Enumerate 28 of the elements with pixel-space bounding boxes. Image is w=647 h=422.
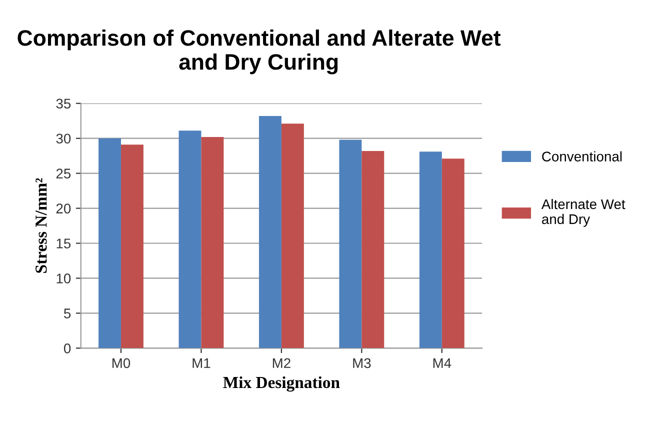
y-tick-label: 15 (56, 238, 71, 248)
bar (98, 138, 121, 348)
bar (362, 150, 384, 348)
bar (201, 136, 224, 348)
bar (178, 130, 202, 348)
chart-title: Comparison of Conventional and Alterate Wet and Dry Curing (18, 30, 501, 74)
x-tick-label: M0 (112, 358, 130, 368)
bar (442, 158, 464, 348)
x-tick-label: M4 (433, 358, 452, 368)
y-axis-title: Stress N/mm² (36, 178, 47, 273)
x-tick-label: M3 (353, 358, 371, 368)
bar (258, 116, 282, 348)
bar (339, 140, 362, 348)
legend-label: Alternate Wet and Dry (541, 198, 626, 227)
y-tick-label: 35 (56, 98, 71, 109)
y-tick-label: 30 (56, 134, 71, 144)
legend-label: Conventional (542, 151, 622, 162)
x-axis-title: Mix Designation (223, 376, 340, 392)
y-tick-label: 25 (56, 168, 71, 178)
bar (120, 144, 144, 348)
y-tick-label: 10 (56, 274, 71, 284)
y-tick-label: 0 (64, 343, 71, 354)
x-tick-label: M1 (192, 358, 210, 368)
y-tick-label: 20 (56, 204, 71, 214)
x-tick-label: M2 (272, 358, 290, 368)
bar (281, 124, 304, 348)
y-tick-label: 5 (64, 308, 71, 318)
bar (419, 152, 442, 348)
